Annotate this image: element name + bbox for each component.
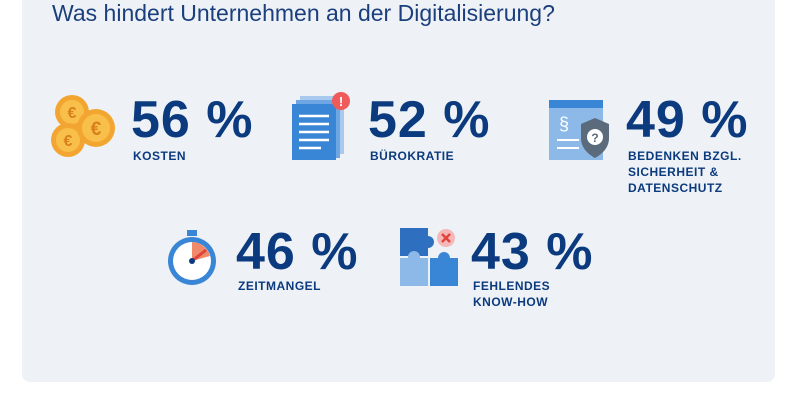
coins-icon: € € € <box>51 95 115 157</box>
stat-value: 46 % <box>236 223 359 281</box>
stat-label: BEDENKEN BZGL. SICHERHEIT & DATENSCHUTZ <box>628 149 742 195</box>
stat-label: FEHLENDES KNOW-HOW <box>473 279 551 309</box>
stopwatch-icon <box>168 230 216 285</box>
documents-icon: ! <box>292 92 350 160</box>
stat-value: 49 % <box>626 91 749 149</box>
svg-text:!: ! <box>339 94 343 109</box>
svg-text:€: € <box>91 119 102 140</box>
svg-text:?: ? <box>591 131 598 145</box>
stat-value: 56 % <box>131 91 254 149</box>
stat-value: 52 % <box>368 91 491 149</box>
stat-label: BÜROKRATIE <box>370 149 455 163</box>
security-icon: § ? <box>549 100 609 160</box>
svg-text:€: € <box>68 105 77 122</box>
panel <box>22 0 775 382</box>
puzzle-icon <box>400 228 458 286</box>
stat-label: ZEITMANGEL <box>238 279 321 293</box>
stat-label: KOSTEN <box>133 149 187 163</box>
svg-text:§: § <box>559 114 569 134</box>
title: Was hindert Unternehmen an der Digitalis… <box>52 0 555 26</box>
stat-value: 43 % <box>471 223 594 281</box>
svg-text:€: € <box>64 133 73 150</box>
